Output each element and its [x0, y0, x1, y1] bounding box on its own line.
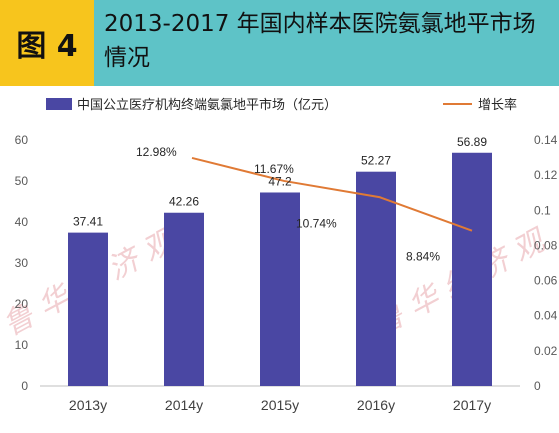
growth-rate-label: 10.74%: [296, 216, 337, 230]
title-bar: 图 4 2013-2017 年国内样本医院氨氯地平市场情况: [0, 0, 559, 86]
y-right-tick: 0.04: [534, 309, 558, 323]
x-tick: 2016y: [357, 397, 395, 413]
growth-rate-label: 12.98%: [136, 145, 177, 159]
y-right-tick: 0: [534, 379, 541, 393]
y-left-tick: 50: [15, 174, 29, 188]
y-left-tick: 60: [15, 133, 29, 147]
legend-label-line: 增长率: [478, 97, 517, 113]
y-left-tick: 20: [15, 297, 29, 311]
bar-value-label: 42.26: [169, 195, 199, 209]
y-left-tick: 10: [15, 338, 29, 352]
y-right-tick: 0.08: [534, 238, 558, 252]
x-tick: 2015y: [261, 397, 299, 413]
figure-badge: 图 4: [0, 0, 94, 86]
bar-value-label: 52.27: [361, 154, 391, 168]
x-tick: 2014y: [165, 397, 203, 413]
y-left-tick: 40: [15, 215, 29, 229]
bar: [356, 171, 396, 386]
bar-value-label: 47.2: [268, 174, 292, 188]
y-right-tick: 0.12: [534, 168, 558, 182]
legend-swatch-bar: [46, 98, 72, 110]
bar: [260, 192, 300, 386]
growth-rate-label: 8.84%: [406, 250, 440, 264]
chart-title: 2013-2017 年国内样本医院氨氯地平市场情况: [104, 11, 536, 71]
bar: [68, 232, 108, 386]
bar-value-label: 37.41: [73, 215, 103, 229]
y-right-tick: 0.06: [534, 274, 558, 288]
growth-rate-line: [191, 156, 473, 232]
x-tick: 2013y: [69, 397, 107, 413]
legend-label-bar: 中国公立医疗机构终端氨氯地平市场（亿元）: [77, 97, 337, 113]
bar: [452, 152, 492, 386]
y-left-tick: 0: [21, 379, 28, 393]
x-tick: 2017y: [453, 397, 491, 413]
bar: [164, 212, 204, 386]
y-right-tick: 0.1: [534, 203, 551, 217]
y-right-tick: 0.14: [534, 133, 558, 147]
y-right-tick: 0.02: [534, 344, 558, 358]
y-left-tick: 30: [15, 256, 29, 270]
growth-rate-label: 11.67%: [254, 162, 294, 176]
chart: 鲁 华 经 济 观鲁 华 经 济 观 中国公立医疗机构终端氨氯地平市场（亿元）增…: [0, 97, 558, 413]
bar-value-label: 56.89: [457, 135, 487, 149]
